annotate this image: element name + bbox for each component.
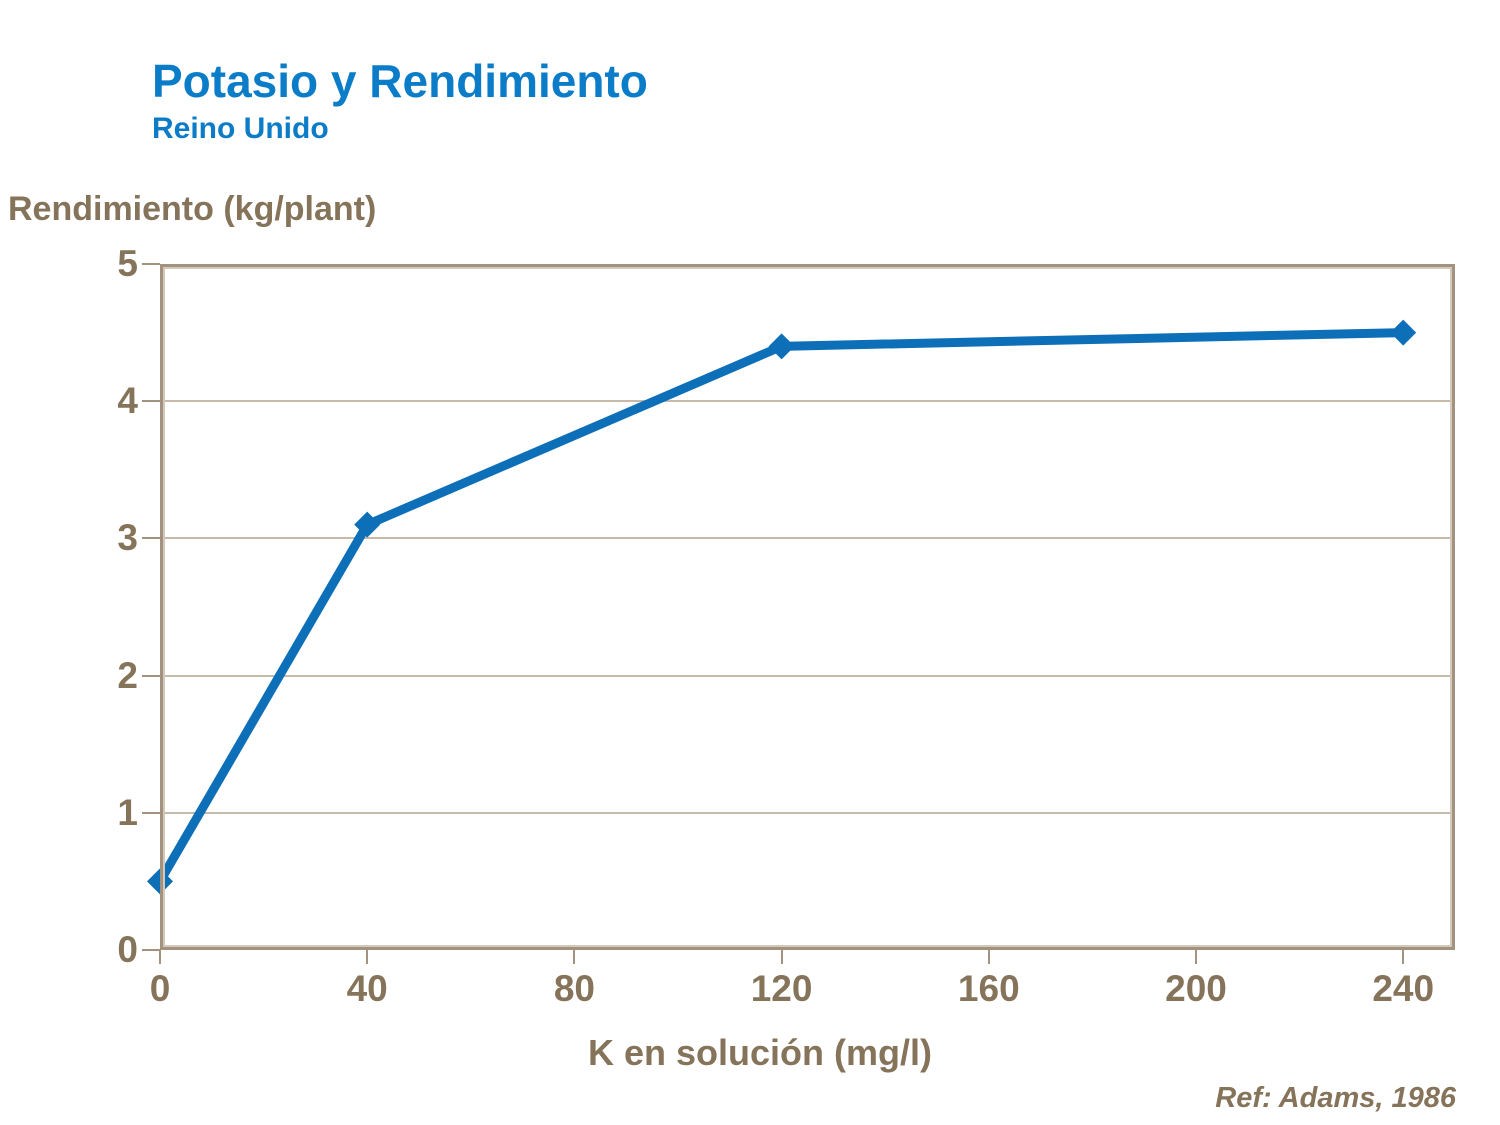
x-tick-mark	[780, 950, 783, 964]
x-tick-label: 160	[957, 968, 1020, 1009]
data-point-marker	[768, 333, 795, 360]
line-series-svg	[147, 319, 1417, 895]
gridline-y-2	[163, 674, 1452, 677]
y-tick-label: 3	[117, 517, 138, 559]
plot-area	[147, 264, 1455, 950]
x-tick-mark	[366, 950, 369, 964]
gridline-y-1	[163, 811, 1452, 814]
gridline-y-4	[163, 400, 1452, 403]
x-tick-label: 120	[750, 968, 813, 1009]
x-tick-mark	[1195, 950, 1197, 964]
y-tick-mark	[142, 263, 160, 265]
chart-title: Potasio y Rendimiento	[152, 55, 648, 107]
x-tick-mark	[1402, 950, 1405, 964]
x-axis-title: K en solución (mg/l)	[587, 1032, 932, 1073]
gridline-y-3	[163, 537, 1452, 540]
y-axis-title: Rendimiento (kg/plant)	[8, 190, 377, 228]
y-tick-mark	[142, 537, 160, 540]
data-point-marker	[1390, 319, 1417, 346]
x-tick-mark	[573, 950, 576, 964]
y-tick-mark	[142, 949, 160, 951]
y-tick-label: 1	[117, 791, 138, 833]
y-tick-mark	[142, 400, 160, 403]
title-block: Potasio y Rendimiento Reino Unido	[152, 55, 648, 145]
chart-subtitle: Reino Unido	[152, 111, 329, 145]
x-tick-label: 40	[346, 968, 388, 1009]
data-point-marker	[354, 511, 381, 538]
x-tick-label: 200	[1165, 968, 1227, 1009]
x-tick-label: 240	[1372, 968, 1435, 1009]
data-line	[156, 328, 1404, 884]
x-tick-mark	[159, 950, 161, 964]
y-tick-mark	[142, 811, 160, 814]
reference-text: Ref: Adams, 1986	[1215, 1082, 1456, 1114]
y-tick-label: 0	[117, 929, 138, 970]
x-tick-label: 80	[553, 968, 595, 1009]
x-tick-mark	[987, 950, 990, 964]
y-tick-label: 4	[117, 380, 138, 422]
y-tick-label: 2	[117, 654, 138, 696]
y-tick-mark	[142, 674, 160, 677]
y-tick-label: 5	[117, 243, 138, 284]
x-tick-label: 0	[149, 968, 171, 1009]
